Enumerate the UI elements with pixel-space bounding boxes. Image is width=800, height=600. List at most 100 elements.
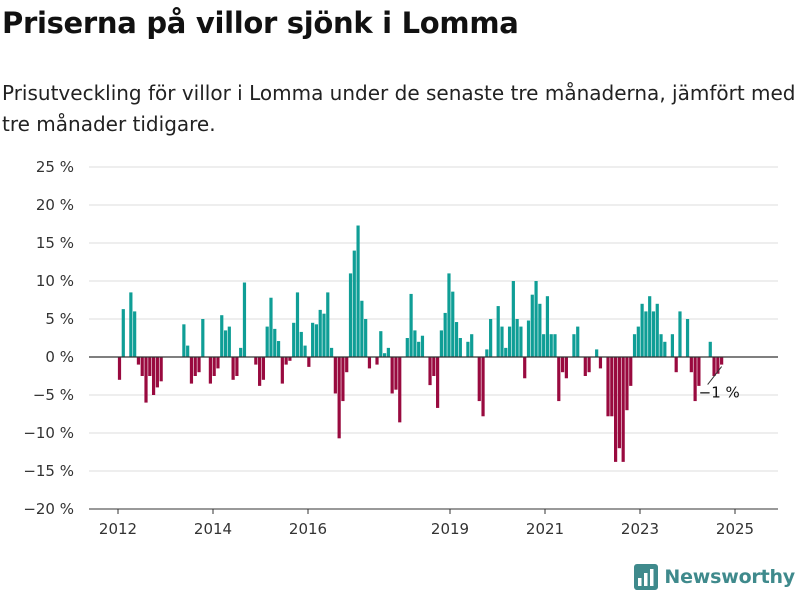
bar <box>606 357 610 417</box>
bar <box>504 347 508 357</box>
bar <box>507 326 512 357</box>
bar <box>189 357 194 384</box>
bar <box>284 357 288 365</box>
bar <box>542 334 546 357</box>
bar <box>345 357 349 373</box>
grid-lines <box>89 166 778 510</box>
annotation: −1 % <box>699 366 740 402</box>
x-tick-label: 2016 <box>289 520 327 538</box>
bar <box>261 357 266 380</box>
y-tick-label: 0 % <box>45 348 74 366</box>
bar <box>288 357 292 361</box>
y-tick-label: 20 % <box>36 196 74 214</box>
bar <box>208 357 212 384</box>
bar <box>644 311 648 357</box>
bar <box>432 357 436 376</box>
bar <box>712 357 716 376</box>
bar <box>610 357 614 417</box>
bar <box>583 357 587 376</box>
bar <box>500 326 504 357</box>
bar <box>417 341 421 357</box>
bar <box>303 345 307 357</box>
y-tick-label: −5 % <box>33 386 74 404</box>
bar <box>436 357 440 408</box>
bar <box>212 357 216 376</box>
bar <box>632 334 637 357</box>
bars <box>117 225 724 462</box>
bar <box>367 357 372 369</box>
bar <box>140 357 144 376</box>
bar <box>420 335 425 357</box>
x-tick-label: 2019 <box>431 520 469 538</box>
bar <box>382 353 387 357</box>
bar <box>598 357 603 369</box>
bar <box>413 330 417 357</box>
bar <box>614 357 618 462</box>
bar <box>299 331 303 357</box>
bar <box>708 341 712 357</box>
bar <box>523 357 527 379</box>
bar <box>443 312 447 357</box>
bar <box>720 357 724 365</box>
bar <box>326 292 330 357</box>
bar <box>295 292 300 357</box>
bar <box>227 326 231 357</box>
bar <box>617 357 621 449</box>
y-tick-label: −20 % <box>23 500 74 518</box>
bar <box>151 357 156 395</box>
bar <box>186 345 190 357</box>
bar <box>254 357 258 365</box>
bar <box>689 357 693 373</box>
bar <box>333 357 337 394</box>
bar <box>341 357 345 402</box>
bar <box>674 357 678 373</box>
bar <box>269 297 273 357</box>
bar <box>329 347 334 357</box>
bar <box>651 311 656 357</box>
bar <box>133 311 137 357</box>
bar <box>576 326 580 357</box>
bar <box>375 357 379 365</box>
bar <box>182 324 186 357</box>
bar <box>148 357 152 376</box>
bar <box>322 313 326 357</box>
bar <box>587 357 591 373</box>
bar <box>273 328 277 357</box>
bar <box>564 357 568 379</box>
bar <box>136 357 141 365</box>
bar <box>489 319 493 357</box>
bar <box>625 357 629 411</box>
bar <box>519 326 523 357</box>
bar <box>117 357 122 380</box>
bar <box>121 309 125 357</box>
x-tick-label: 2014 <box>194 520 232 538</box>
y-tick-label: 15 % <box>36 234 74 252</box>
bar <box>545 296 550 357</box>
bar <box>398 357 402 423</box>
bar <box>553 334 557 357</box>
bar <box>439 330 443 357</box>
bar <box>470 334 474 357</box>
bar <box>216 357 220 369</box>
bar <box>193 357 197 376</box>
bar <box>348 273 353 357</box>
bar <box>648 296 652 357</box>
bar <box>318 309 322 357</box>
bar <box>364 319 368 357</box>
bar <box>356 225 360 357</box>
bar <box>697 357 701 386</box>
bar <box>663 341 667 357</box>
annotation-label: −1 % <box>699 384 740 402</box>
x-tick-label: 2012 <box>99 520 137 538</box>
x-tick-label: 2025 <box>716 520 754 538</box>
bar <box>231 357 235 380</box>
y-tick-label: 25 % <box>36 158 74 176</box>
bar <box>621 357 625 462</box>
x-tick-label: 2023 <box>621 520 659 538</box>
y-tick-label: −10 % <box>23 424 74 442</box>
bar <box>379 331 383 357</box>
bar <box>276 341 281 357</box>
bar <box>292 322 296 357</box>
bar <box>678 311 682 357</box>
